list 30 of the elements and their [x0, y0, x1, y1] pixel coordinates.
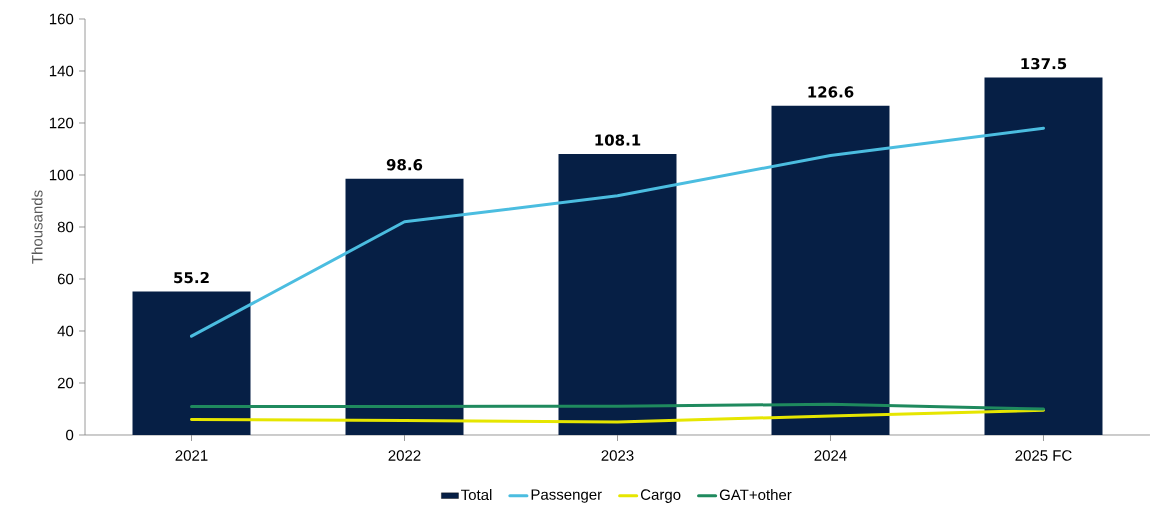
legend-label: Total — [461, 489, 492, 501]
x-tick-label: 2022 — [388, 450, 421, 461]
y-tick-label: 20 — [57, 377, 74, 389]
x-tick-label: 2021 — [175, 450, 208, 461]
bar — [558, 153, 677, 435]
y-tick-label: 140 — [49, 65, 74, 77]
line-series — [190, 408, 1045, 424]
y-tick-label: 60 — [57, 273, 74, 285]
data-label: 108.1 — [595, 134, 641, 146]
x-tick-label: 2023 — [601, 450, 634, 461]
y-tick-label: 100 — [49, 169, 74, 181]
y-tick-label: 160 — [49, 13, 74, 25]
data-label: 126.6 — [808, 86, 854, 98]
y-tick-label: 0 — [66, 429, 74, 441]
y-tick-label: 40 — [57, 325, 74, 337]
legend-label: Passenger — [531, 489, 602, 503]
bar — [984, 77, 1103, 435]
bar — [345, 178, 464, 435]
x-tick-label: 2025 FC — [1015, 450, 1072, 461]
x-tick-label: 2024 — [814, 450, 847, 461]
legend-label: Cargo — [640, 489, 681, 503]
bar — [771, 105, 890, 435]
bar — [132, 291, 251, 435]
y-tick-label: 80 — [57, 221, 74, 233]
y-tick-label: 120 — [49, 117, 74, 129]
data-label: 98.6 — [386, 159, 423, 171]
legend-label: GAT+other — [719, 489, 792, 501]
data-label: 137.5 — [1021, 57, 1067, 70]
y-axis-title: Thousands — [31, 190, 43, 264]
data-label: 55.2 — [174, 271, 209, 284]
